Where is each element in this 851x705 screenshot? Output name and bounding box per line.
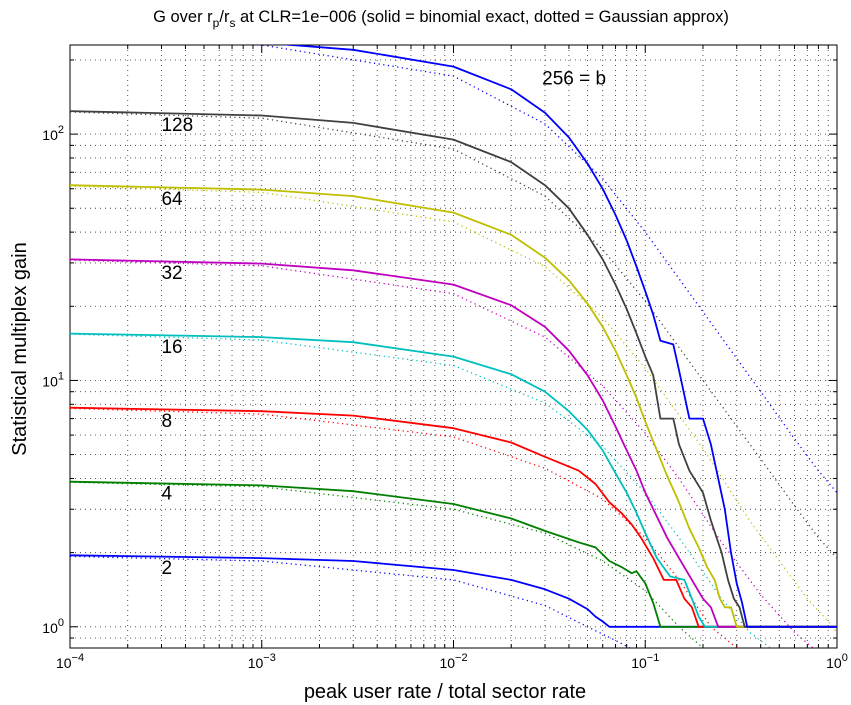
- tick-exponent: 2: [58, 124, 64, 136]
- series-exact-line-6: [70, 110, 837, 628]
- series-exact-line-0: [70, 554, 837, 628]
- tick-base: 10: [42, 127, 58, 143]
- series-approx-line-0: [70, 555, 632, 648]
- series-exact-line-4: [70, 258, 837, 628]
- tick-exponent: 0: [842, 652, 848, 664]
- curve-label-1: 4: [161, 484, 172, 505]
- chart-title: G over rp/rs at CLR=1e−006 (solid = bino…: [153, 8, 729, 30]
- tick-exponent: −2: [455, 652, 468, 664]
- curve-label-7: 256 = b: [542, 68, 606, 89]
- tick-exponent: −1: [647, 652, 660, 664]
- curve-label-0: 2: [161, 558, 172, 579]
- series-exact-line-5: [70, 184, 837, 628]
- x-tick-labels: 10−4 10−3 10−2 10−1 100: [56, 652, 848, 671]
- series-exact-line-7: [279, 45, 837, 628]
- series-approx-line-2: [70, 407, 738, 648]
- y-tick-label: 102: [42, 124, 64, 143]
- curve-label-6: 128: [161, 115, 193, 136]
- y-tick-label: 100: [42, 617, 64, 636]
- x-tick-label: 10−2: [439, 652, 467, 671]
- tick-base: 10: [439, 655, 455, 671]
- x-tick-label: 100: [826, 652, 848, 671]
- x-tick-label: 10−3: [248, 652, 276, 671]
- curve-label-3: 16: [161, 337, 182, 358]
- series-approx-line-3: [70, 333, 771, 648]
- axis-ticks: [70, 45, 837, 648]
- curve-annotations: 2 4 8 16 32 64 128 256 = b: [161, 68, 606, 579]
- series-approx-group: [70, 45, 837, 648]
- tick-base: 10: [248, 655, 264, 671]
- series-exact-group: [70, 45, 837, 628]
- x-tick-label: 10−1: [631, 652, 659, 671]
- title-sub-s: s: [229, 16, 235, 30]
- curve-label-5: 64: [161, 189, 183, 210]
- title-prefix: G over r: [153, 8, 213, 26]
- y-axis-label: Statistical multiplex gain: [9, 242, 31, 455]
- title-suffix: at CLR=1e−006 (solid = binomial exact, d…: [235, 8, 728, 26]
- series-approx-line-5: [70, 185, 837, 633]
- y-tick-label: 101: [42, 370, 64, 389]
- x-axis-label: peak user rate / total sector rate: [304, 681, 586, 703]
- tick-base: 10: [826, 655, 842, 671]
- tick-base: 10: [42, 620, 58, 636]
- tick-exponent: 1: [58, 370, 64, 382]
- curve-label-2: 8: [161, 411, 172, 432]
- x-tick-label: 10−4: [56, 652, 84, 671]
- series-exact-line-2: [70, 406, 837, 628]
- series-exact-line-1: [70, 480, 837, 628]
- curve-label-4: 32: [161, 263, 182, 284]
- series-approx-line-4: [70, 259, 814, 648]
- series-exact-line-3: [70, 332, 837, 628]
- plot-grid: [70, 45, 837, 648]
- tick-base: 10: [631, 655, 647, 671]
- series-approx-line-6: [70, 111, 837, 559]
- title-slash: /r: [219, 8, 230, 26]
- title-sub-p: p: [213, 16, 220, 30]
- tick-exponent: −3: [263, 652, 276, 664]
- tick-base: 10: [56, 655, 72, 671]
- tick-base: 10: [42, 373, 58, 389]
- tick-exponent: −4: [72, 652, 85, 664]
- tick-exponent: 0: [58, 617, 64, 629]
